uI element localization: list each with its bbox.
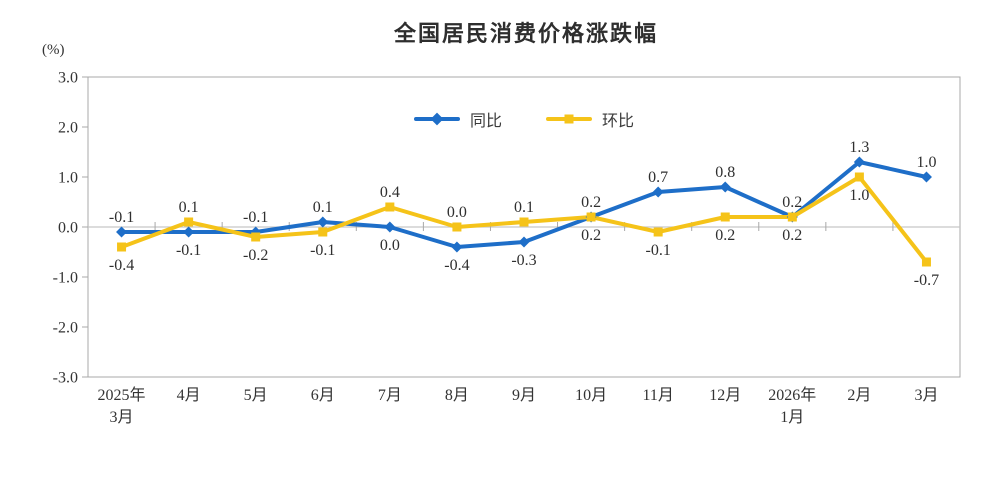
x-axis-label: 2025年: [98, 386, 146, 404]
data-label-mom: 0.2: [715, 227, 735, 244]
data-label-mom: -0.2: [243, 247, 268, 264]
data-label-mom: 0.2: [581, 227, 601, 244]
data-point-yoy: [384, 221, 396, 233]
data-point-yoy: [920, 171, 932, 183]
legend-label-mom: 环比: [602, 113, 635, 130]
data-label-mom: 0.4: [380, 184, 400, 201]
data-label-yoy: 0.2: [782, 194, 802, 211]
y-axis-tick-label: -2.0: [53, 320, 78, 337]
x-axis-label: 8月: [445, 387, 469, 404]
data-label-mom: 0.0: [447, 204, 467, 221]
legend-item-yoy: 同比: [413, 107, 502, 131]
data-label-mom: -0.1: [310, 242, 335, 259]
data-label-mom: 0.2: [782, 227, 802, 244]
x-axis-label: 10月: [575, 387, 607, 404]
data-point-mom: [720, 212, 730, 222]
data-label-yoy: -0.1: [176, 242, 201, 259]
data-point-mom: [787, 212, 797, 222]
legend-item-mom: 环比: [546, 107, 634, 131]
legend-square-icon: [564, 114, 574, 124]
data-label-yoy: -0.1: [243, 209, 268, 226]
legend: 同比 环比: [88, 107, 960, 131]
data-point-mom: [921, 257, 931, 267]
data-point-mom: [586, 212, 596, 222]
data-point-mom: [653, 227, 663, 237]
data-point-mom: [519, 217, 529, 227]
x-axis-label: 2月: [847, 387, 871, 404]
legend-label-yoy: 同比: [469, 113, 502, 130]
y-axis-tick-label: 0.0: [58, 220, 78, 237]
legend-line-yoy: [413, 112, 460, 126]
y-axis-tick-label: -1.0: [53, 270, 78, 287]
data-label-mom: -0.4: [109, 257, 134, 274]
data-label-mom: 0.1: [514, 199, 534, 216]
data-point-mom: [251, 232, 261, 242]
x-axis-label: 4月: [177, 387, 201, 404]
data-label-yoy: 0.7: [648, 169, 668, 186]
data-point-yoy: [853, 156, 865, 168]
y-axis-tick-label: 2.0: [58, 120, 78, 137]
data-point-mom: [318, 227, 328, 237]
data-label-yoy: 0.0: [380, 237, 400, 254]
x-axis-label: 12月: [709, 387, 741, 404]
data-point-mom: [117, 242, 127, 252]
y-axis-tick-label: -3.0: [53, 370, 78, 387]
data-point-yoy: [719, 181, 731, 193]
data-label-yoy: 1.0: [916, 154, 936, 171]
data-label-yoy: 1.3: [849, 139, 869, 156]
x-axis-label: 5月: [244, 387, 268, 404]
x-axis-label: 2026年: [768, 386, 816, 404]
data-label-mom: 0.1: [179, 199, 199, 216]
x-axis-label: 11月: [642, 387, 673, 404]
data-label-mom: 1.0: [849, 187, 869, 204]
data-point-mom: [184, 217, 194, 227]
data-point-mom: [854, 172, 864, 182]
data-point-yoy: [317, 216, 329, 228]
data-point-yoy: [518, 236, 530, 248]
data-point-yoy: [652, 186, 664, 198]
data-label-yoy: 0.1: [313, 199, 333, 216]
x-axis-label: 7月: [378, 387, 402, 404]
x-axis-label: 9月: [512, 387, 536, 404]
data-point-yoy: [183, 226, 195, 238]
data-label-mom: -0.7: [914, 272, 939, 289]
data-label-yoy: -0.3: [511, 252, 536, 269]
data-label-yoy: -0.1: [109, 209, 134, 226]
y-axis-unit-label: (%): [42, 42, 65, 58]
data-point-yoy: [116, 226, 128, 238]
chart-title: 全国居民消费价格涨跌幅: [393, 21, 658, 46]
data-point-mom: [452, 222, 462, 232]
data-label-yoy: 0.8: [715, 164, 735, 181]
x-axis-label: 1月: [780, 409, 804, 426]
data-label-yoy: 0.2: [581, 194, 601, 211]
y-axis-tick-label: 1.0: [58, 170, 78, 187]
data-point-yoy: [451, 241, 463, 253]
y-axis-tick-label: 3.0: [58, 70, 78, 87]
x-axis-label: 3月: [110, 409, 134, 426]
data-point-mom: [385, 202, 395, 212]
x-axis-label: 3月: [914, 387, 938, 404]
data-label-mom: -0.1: [645, 242, 670, 259]
x-axis-label: 6月: [311, 387, 335, 404]
legend-line-mom: [546, 114, 592, 124]
data-label-yoy: -0.4: [444, 257, 469, 274]
